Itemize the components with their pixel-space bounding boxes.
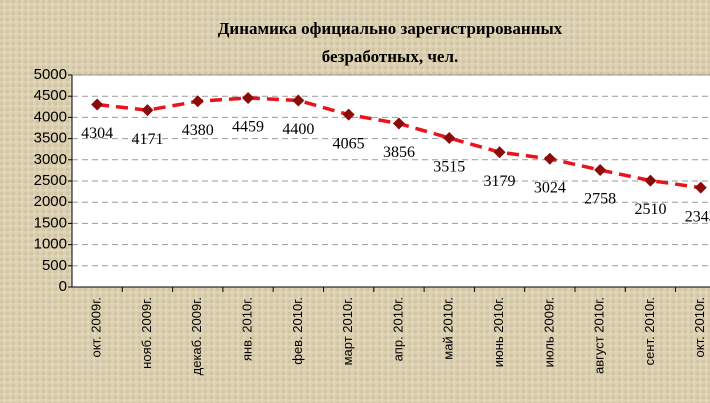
marker bbox=[242, 91, 255, 104]
x-tick-label: нояб. 2009г. bbox=[139, 297, 154, 369]
x-tick-label: июль 2009г. bbox=[541, 297, 556, 367]
data-label: 4459 bbox=[232, 119, 264, 136]
data-label: 3515 bbox=[433, 159, 465, 176]
x-tick-label: янв. 2010г. bbox=[239, 297, 254, 361]
marker bbox=[543, 152, 556, 165]
y-tick-label: 2500 bbox=[34, 172, 67, 189]
y-tick-label: 4500 bbox=[34, 87, 67, 104]
y-tick-label: 3000 bbox=[34, 151, 67, 168]
data-label: 2758 bbox=[584, 191, 616, 208]
marker bbox=[644, 174, 657, 187]
x-tick-label: декаб. 2009г. bbox=[189, 297, 204, 375]
marker bbox=[191, 95, 204, 108]
chart-title: безработных, чел. bbox=[322, 47, 459, 66]
x-tick-label: март 2010г. bbox=[340, 297, 355, 365]
x-tick-label: окт. 2010г. bbox=[692, 297, 707, 358]
y-tick-label: 1500 bbox=[34, 214, 67, 231]
data-label: 2343 bbox=[685, 208, 710, 225]
x-tick-label: апр. 2010г. bbox=[390, 297, 405, 361]
x-tick-label: август 2010г. bbox=[592, 297, 607, 374]
y-tick-label: 2000 bbox=[34, 193, 67, 210]
y-tick-label: 3500 bbox=[34, 130, 67, 147]
y-tick-label: 0 bbox=[59, 278, 67, 295]
marker bbox=[292, 94, 305, 107]
x-tick-label: июнь 2010г. bbox=[491, 297, 506, 367]
data-label: 4304 bbox=[81, 125, 113, 142]
x-tick-label: окт. 2009г. bbox=[89, 297, 104, 358]
data-label: 4171 bbox=[131, 131, 163, 148]
x-tick-label: сент. 2010г. bbox=[642, 297, 657, 365]
marker bbox=[141, 104, 154, 117]
data-label: 3856 bbox=[383, 144, 415, 161]
marker bbox=[594, 164, 607, 177]
y-tick-label: 500 bbox=[42, 257, 67, 274]
marker bbox=[443, 131, 456, 144]
data-label: 2510 bbox=[634, 201, 666, 218]
data-label: 3024 bbox=[534, 179, 566, 196]
data-label: 4380 bbox=[182, 122, 214, 139]
data-label: 3179 bbox=[484, 173, 516, 190]
marker bbox=[493, 146, 506, 159]
x-tick-label: май 2010г. bbox=[441, 297, 456, 360]
marker bbox=[91, 98, 104, 111]
data-label: 4065 bbox=[333, 135, 365, 152]
y-tick-label: 4000 bbox=[34, 108, 67, 125]
marker bbox=[392, 117, 405, 130]
x-tick-label: фев. 2010г. bbox=[290, 297, 305, 365]
chart-title: Динамика официально зарегистрированных bbox=[218, 19, 563, 38]
marker bbox=[694, 181, 707, 194]
y-tick-label: 1000 bbox=[34, 236, 67, 253]
y-tick-label: 5000 bbox=[34, 66, 67, 83]
data-label: 4400 bbox=[282, 121, 314, 138]
marker bbox=[342, 108, 355, 121]
